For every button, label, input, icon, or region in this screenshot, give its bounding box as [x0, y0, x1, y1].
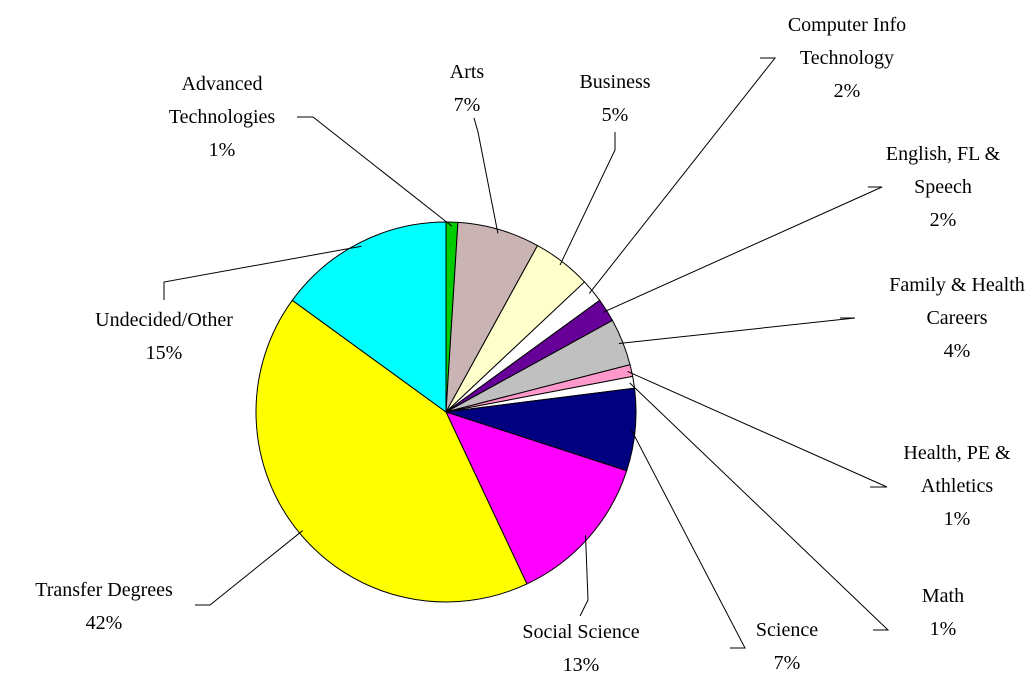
category-name: Math [921, 585, 965, 607]
slice-label: Computer Info Technology 2% [772, 9, 922, 108]
category-name: Health, PE & Athletics [903, 442, 1011, 497]
slice-label: Undecided/Other 15% [64, 304, 264, 370]
category-name: English, FL & Speech [885, 143, 1001, 198]
leader-line [297, 116, 453, 227]
pie-slice [445, 411, 628, 585]
slice-label: Business 5% [555, 66, 675, 132]
percent-label: 5% [601, 104, 629, 126]
leader-line [629, 382, 890, 631]
slice-label: Science 7% [727, 614, 847, 673]
percent-label: 2% [833, 80, 861, 102]
slice-label: Math 1% [893, 580, 993, 646]
slice-label: English, FL & Speech 2% [876, 138, 1011, 237]
leader-line [630, 429, 746, 649]
leader-line [559, 132, 616, 266]
percent-label: 15% [145, 342, 183, 364]
percent-label: 1% [943, 508, 971, 530]
slice-label: Social Science 13% [481, 616, 681, 673]
category-name: Computer Info Technology [787, 14, 907, 69]
category-name: Science [755, 619, 819, 641]
leader-line [579, 534, 589, 617]
slice-label: Arts 7% [417, 56, 517, 122]
leader-line [618, 317, 856, 345]
leader-line [627, 370, 888, 488]
leader-line [195, 530, 303, 606]
leader-line [588, 57, 777, 294]
slice-label: Health, PE & Athletics 1% [892, 437, 1022, 536]
pie-slice [291, 221, 447, 413]
leader-line [163, 245, 362, 300]
percent-label: 4% [943, 340, 971, 362]
percent-label: 7% [453, 94, 481, 116]
percent-label: 1% [929, 618, 957, 640]
percent-label: 42% [85, 612, 123, 634]
slice-label: Advanced Technologies 1% [157, 68, 287, 167]
percent-label: 1% [208, 139, 236, 161]
category-name: Transfer Degrees [35, 579, 173, 601]
leader-line [473, 117, 499, 234]
category-name: Undecided/Other [95, 309, 233, 331]
category-name: Business [579, 71, 651, 93]
category-name: Social Science [522, 621, 640, 643]
category-name: Arts [449, 61, 485, 83]
leader-line [602, 186, 883, 313]
percent-label: 2% [929, 209, 957, 231]
percent-label: 13% [562, 654, 600, 673]
category-name: Advanced Technologies [168, 73, 276, 128]
percent-label: 7% [773, 652, 801, 673]
slice-label: Family & Health Careers 4% [880, 269, 1035, 368]
slice-label: Transfer Degrees 42% [4, 574, 204, 640]
category-name: Family & Health Careers [889, 274, 1025, 329]
